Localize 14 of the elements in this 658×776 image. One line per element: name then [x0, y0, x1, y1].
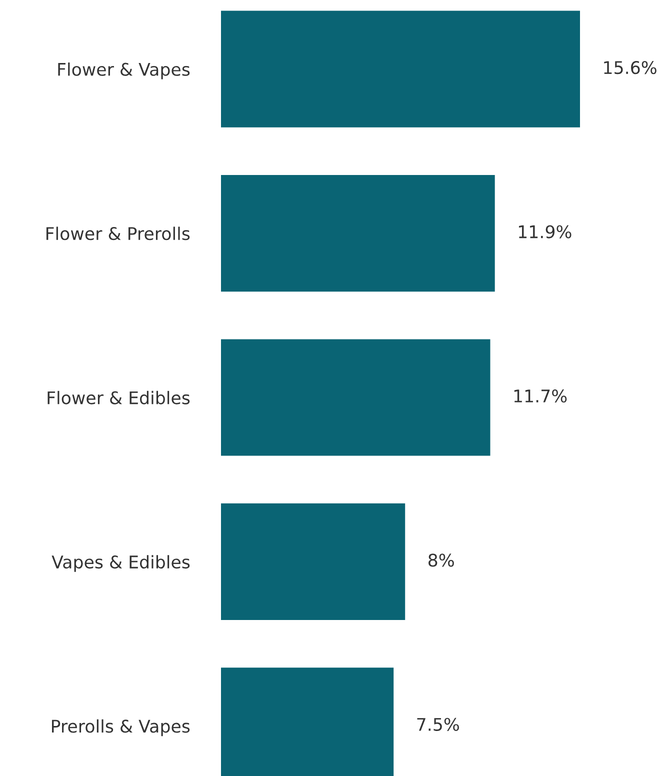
bar [221, 175, 495, 292]
y-tick-label: Flower & Edibles [48, 390, 190, 404]
y-tick-label: Flower & Prerolls [46, 226, 190, 240]
bar [221, 503, 406, 620]
y-tick-label: Flower & Vapes [58, 62, 190, 80]
data-label: 11.7% [514, 389, 567, 403]
bar [221, 339, 490, 456]
data-label: 11.9% [518, 225, 572, 238]
data-label: 8% [428, 554, 454, 567]
y-tick-label: Prerolls & Vapes [52, 719, 190, 736]
bar [221, 10, 580, 128]
data-label: 15.6% [604, 60, 656, 74]
y-tick-label: Vapes & Edibles [52, 555, 190, 572]
data-label: 7.5% [417, 718, 459, 731]
